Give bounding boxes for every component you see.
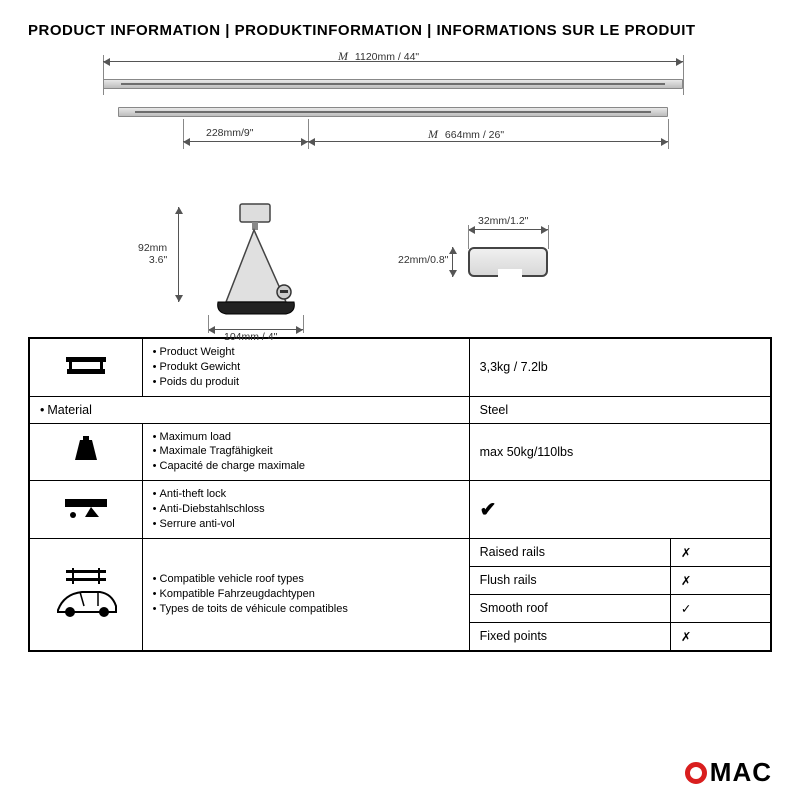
profile-drawing <box>438 232 558 292</box>
dim-bracket-w: 104mm / 4" <box>224 331 277 343</box>
dim-top-length: 1120mm / 44" <box>355 51 419 63</box>
compat-label-de: Kompatible Fahrzeugdachtypen <box>153 587 459 602</box>
compat-label-fr: Types de toits de véhicule compatibles <box>153 602 459 617</box>
dim-profile-h: 22mm/0.8" <box>398 254 448 266</box>
row-weight: Product Weight Produkt Gewicht Poids du … <box>29 338 771 396</box>
compat-label-en: Compatible vehicle roof types <box>153 572 459 587</box>
maxload-label-de: Maximale Tragfähigkeit <box>153 444 459 459</box>
dim-offset: 228mm/9" <box>206 127 254 139</box>
maxload-icon <box>29 423 142 481</box>
logo-o-icon <box>685 762 707 784</box>
spec-table: Product Weight Produkt Gewicht Poids du … <box>28 337 772 652</box>
dimension-diagram: M 1120mm / 44" 228mm/9" M 664mm / 26" 92… <box>28 47 772 337</box>
bracket-drawing <box>196 202 316 322</box>
compat-row-1-name: Flush rails <box>469 566 670 594</box>
m-symbol-2: M <box>428 127 442 141</box>
antitheft-icon <box>29 481 142 539</box>
weight-icon <box>29 338 142 396</box>
weight-label-en: Product Weight <box>153 345 459 360</box>
antitheft-label-fr: Serrure anti-vol <box>153 517 459 532</box>
compat-row-1-mark: ✗ <box>670 566 771 594</box>
dim-profile-w: 32mm/1.2" <box>478 215 528 227</box>
compat-row-3-mark: ✗ <box>670 622 771 651</box>
maxload-value: max 50kg/110lbs <box>469 423 771 481</box>
compat-row-0-name: Raised rails <box>469 538 670 566</box>
compat-row-2-mark: ✓ <box>670 594 771 622</box>
logo-text: MAC <box>710 757 772 788</box>
compat-row-0-mark: ✗ <box>670 538 771 566</box>
maxload-label-fr: Capacité de charge maximale <box>153 459 459 474</box>
dim-mid-length: 664mm / 26" <box>445 129 504 141</box>
antitheft-label-de: Anti-Diebstahlschloss <box>153 502 459 517</box>
antitheft-label-en: Anti-theft lock <box>153 487 459 502</box>
brand-logo: MAC <box>685 757 772 788</box>
compat-row-2-name: Smooth roof <box>469 594 670 622</box>
maxload-label-en: Maximum load <box>153 430 459 445</box>
row-material: Material Steel <box>29 396 771 423</box>
m-symbol-1: M <box>338 49 352 63</box>
dim-bracket-h: 92mm 3.6" <box>138 242 167 266</box>
weight-label-fr: Poids du produit <box>153 375 459 390</box>
page-title: PRODUCT INFORMATION | PRODUKTINFORMATION… <box>28 22 772 39</box>
compat-row-3-name: Fixed points <box>469 622 670 651</box>
row-antitheft: Anti-theft lock Anti-Diebstahlschloss Se… <box>29 481 771 539</box>
material-value: Steel <box>469 396 771 423</box>
row-maxload: Maximum load Maximale Tragfähigkeit Capa… <box>29 423 771 481</box>
antitheft-value: ✔ <box>469 481 771 539</box>
compat-icon <box>29 538 142 651</box>
material-label: Material <box>29 396 469 423</box>
row-compat: Compatible vehicle roof types Kompatible… <box>29 538 771 566</box>
weight-label-de: Produkt Gewicht <box>153 360 459 375</box>
weight-value: 3,3kg / 7.2lb <box>469 338 771 396</box>
